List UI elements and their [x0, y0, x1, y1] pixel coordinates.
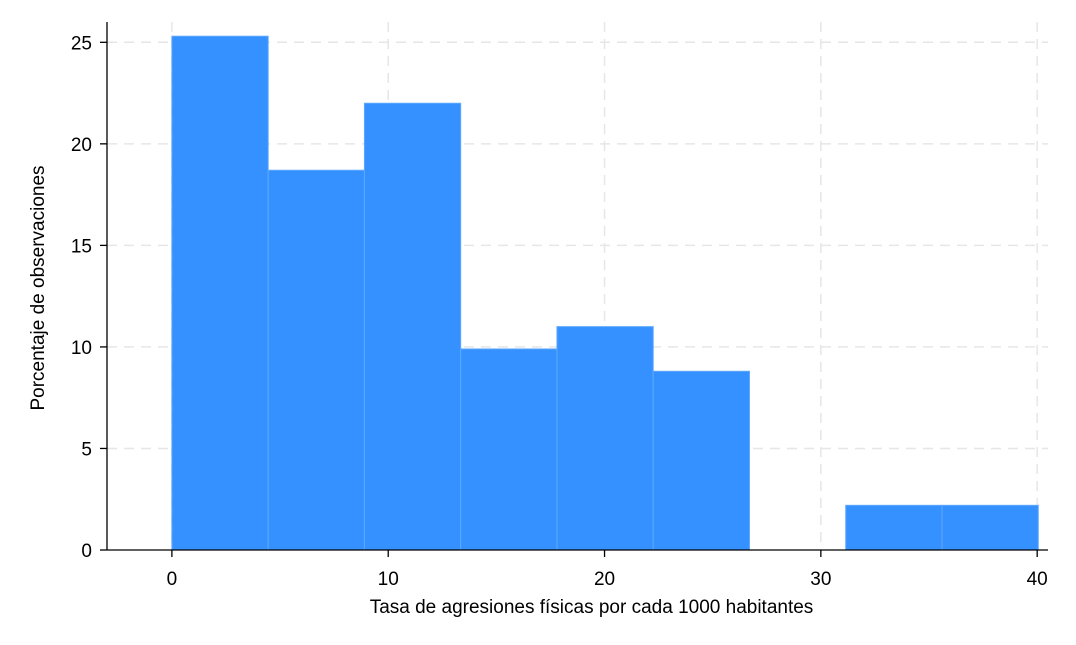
x-tick-label: 40: [1027, 569, 1048, 590]
x-tick-label: 0: [167, 569, 178, 590]
axes: 0 10 20 30 40 0 5 10 15 20 25: [71, 22, 1048, 590]
histogram-bar: [941, 504, 1039, 551]
y-tick-label: 10: [71, 338, 92, 359]
histogram-bar: [556, 326, 654, 551]
y-tick-label: 25: [71, 33, 92, 54]
y-tick-label: 5: [81, 439, 92, 460]
histogram-bar: [460, 348, 558, 551]
y-axis-title: Porcentaje de observaciones: [28, 165, 49, 410]
histogram-bar: [845, 504, 943, 551]
x-axis-title: Tasa de agresiones físicas por cada 1000…: [370, 597, 814, 618]
histogram-bar: [267, 169, 365, 551]
histogram-bar: [363, 102, 462, 551]
y-tick-label: 20: [71, 135, 92, 156]
y-tick-label: 15: [71, 236, 92, 257]
x-tick-label: 20: [594, 569, 615, 590]
x-tick-label: 30: [810, 569, 831, 590]
histogram-bar: [171, 35, 269, 551]
histogram-bar: [652, 370, 750, 551]
y-tick-label: 0: [81, 541, 92, 562]
histogram-bars: [171, 35, 1039, 551]
x-tick-label: 10: [378, 569, 399, 590]
